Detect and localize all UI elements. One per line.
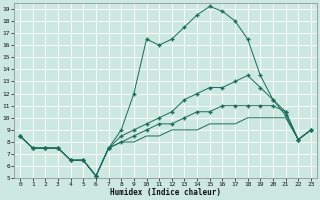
X-axis label: Humidex (Indice chaleur): Humidex (Indice chaleur) bbox=[110, 188, 221, 197]
